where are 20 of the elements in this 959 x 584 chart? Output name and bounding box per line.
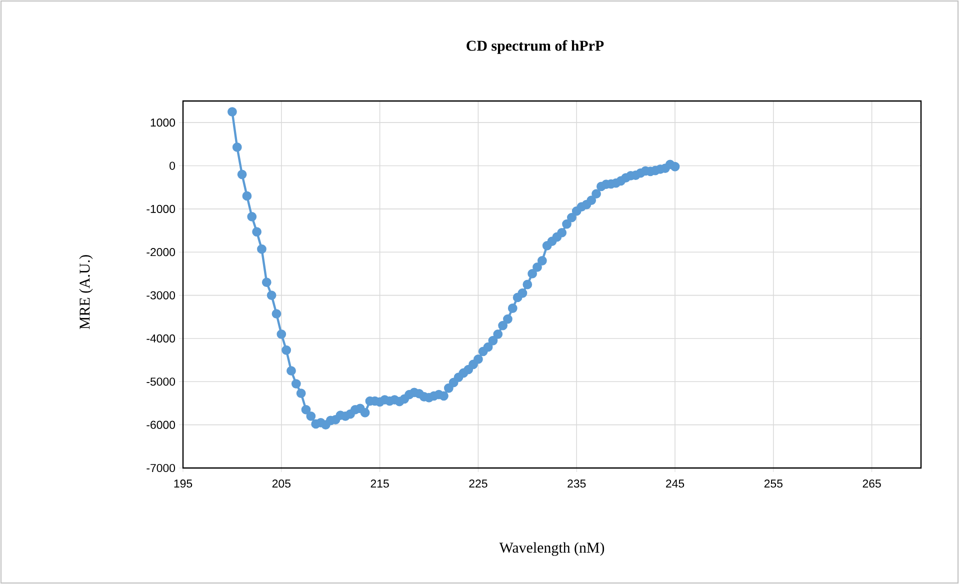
y-tick-label: 0 <box>170 162 176 170</box>
x-tick-label: 255 <box>764 480 782 488</box>
y-tick-label: 1000 <box>150 118 176 127</box>
x-tick-label: 205 <box>272 480 290 488</box>
y-tick-label: -2000 <box>146 248 176 256</box>
x-tick-label: 195 <box>174 480 192 488</box>
y-tick-label: -1000 <box>146 204 176 213</box>
y-tick-label: -3000 <box>146 291 176 300</box>
x-tick-label: 235 <box>568 480 586 488</box>
x-tick-label: 265 <box>862 480 881 488</box>
x-tick-label: 215 <box>370 480 389 488</box>
y-tick-label: -5000 <box>146 378 176 386</box>
y-tick-label: -6000 <box>146 420 176 429</box>
x-tick-label: 245 <box>666 480 684 488</box>
x-tick-label: 225 <box>469 480 488 488</box>
y-tick-label: -4000 <box>146 334 176 343</box>
chart-title: CD spectrum of hPrP <box>466 40 604 54</box>
y-axis-title: MRE (A.U.) <box>79 255 93 330</box>
x-axis-title: Wavelength (nM) <box>499 542 604 556</box>
y-tick-label: -7000 <box>146 464 176 472</box>
